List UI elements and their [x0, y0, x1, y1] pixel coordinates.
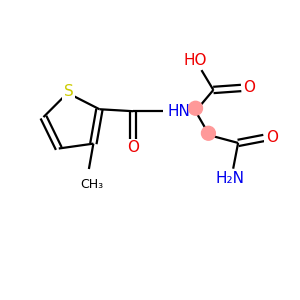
Text: HO: HO: [184, 53, 207, 68]
Text: H₂N: H₂N: [216, 171, 245, 186]
Text: HN: HN: [168, 104, 191, 119]
Text: S: S: [64, 85, 74, 100]
Text: O: O: [243, 80, 255, 95]
Circle shape: [189, 101, 202, 115]
Circle shape: [202, 126, 215, 140]
Text: O: O: [127, 140, 139, 155]
Text: O: O: [266, 130, 278, 146]
Text: CH₃: CH₃: [80, 178, 104, 191]
